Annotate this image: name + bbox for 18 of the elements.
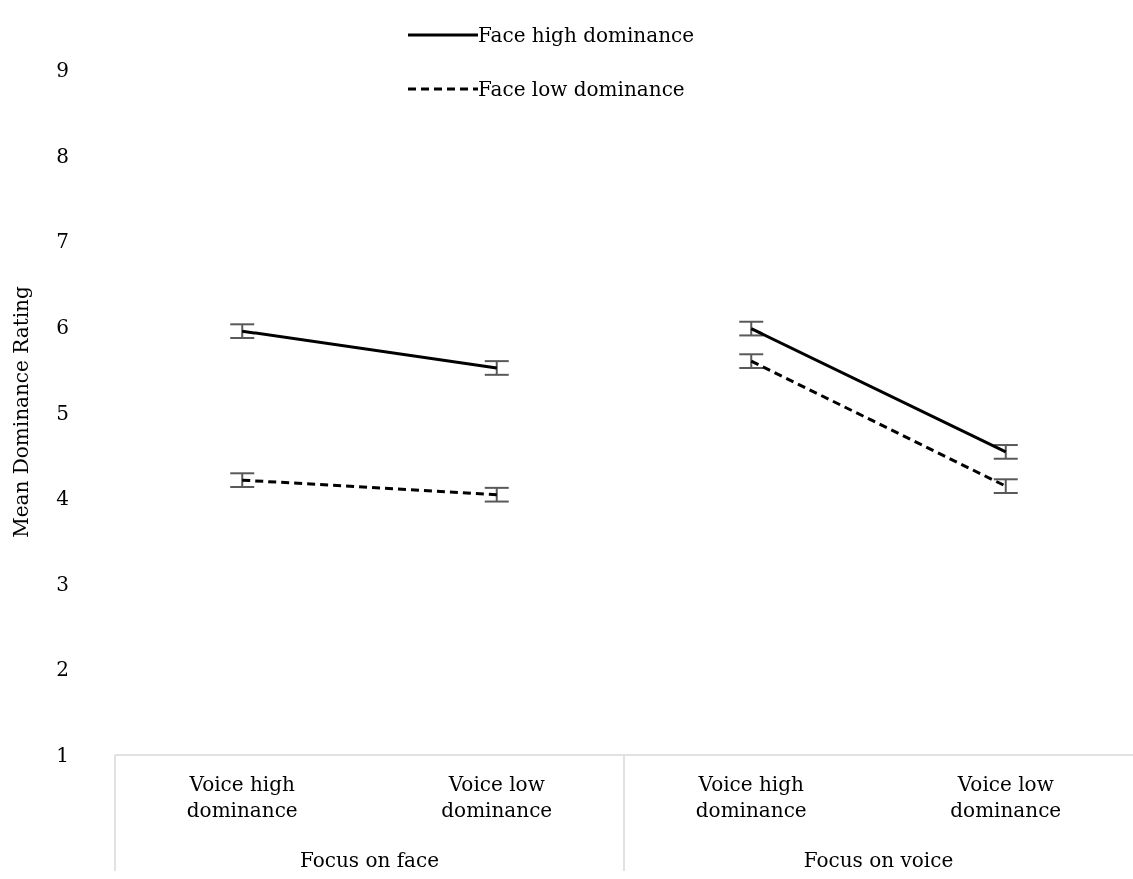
y-axis-title: Mean Dominance Rating [9, 286, 33, 538]
y-tick-label: 5 [56, 400, 69, 425]
x-tick-label: Voice high dominance [186, 772, 298, 822]
y-tick-label: 2 [56, 657, 69, 682]
x-tick-label: Voice low dominance [441, 772, 553, 822]
text: Focus on face [299, 848, 440, 872]
y-tick-label: 1 [56, 743, 69, 768]
y-tick-label: 8 [56, 143, 69, 168]
legend-label: Face high dominance [478, 23, 695, 47]
y-tick-label: 4 [56, 486, 69, 511]
y-tick-label: 7 [56, 229, 69, 254]
y-tick-label: 6 [56, 314, 69, 339]
x-tick-label: Voice low dominance [950, 772, 1062, 822]
y-tick-label: 3 [56, 571, 69, 596]
x-tick-label: Voice high dominance [695, 772, 807, 822]
text: Focus on voice [803, 848, 954, 872]
y-tick-label: 9 [56, 58, 69, 83]
legend-label: Face low dominance [478, 77, 685, 101]
